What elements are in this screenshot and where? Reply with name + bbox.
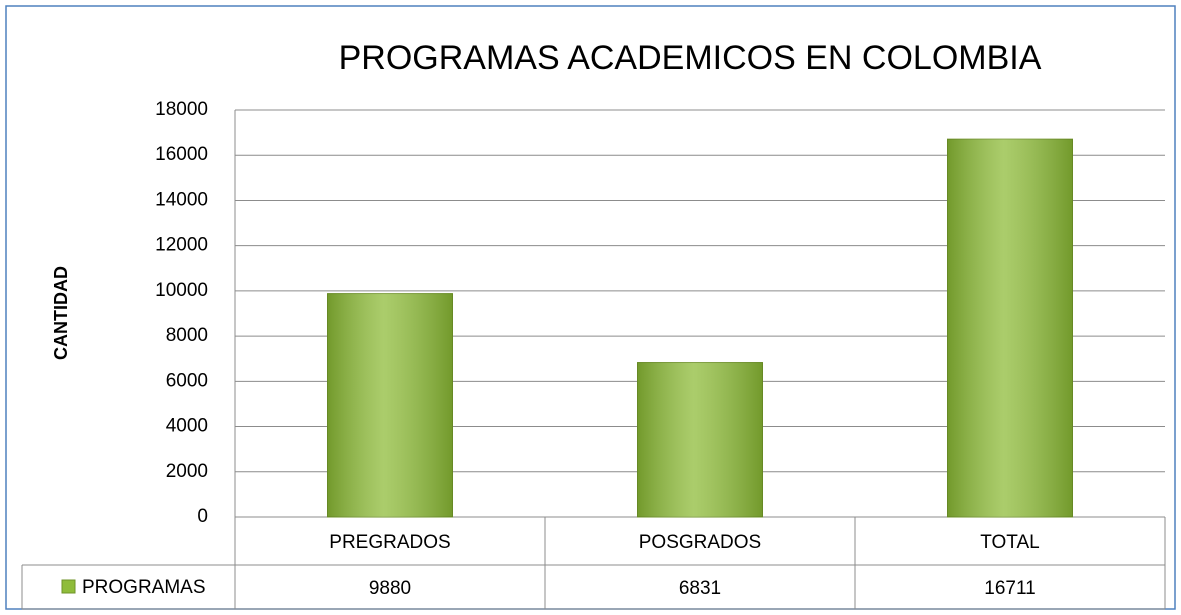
table-value: 6831	[679, 578, 721, 599]
y-tick-label: 6000	[166, 370, 208, 391]
y-axis-title: CANTIDAD	[51, 266, 71, 360]
x-tick-label: PREGRADOS	[329, 532, 450, 553]
y-tick-label: 18000	[155, 99, 208, 120]
y-tick-label: 12000	[155, 235, 208, 256]
x-tick-label: TOTAL	[980, 532, 1039, 553]
bar-shine	[947, 139, 1073, 517]
table-value: 9880	[369, 578, 411, 599]
y-tick-label: 2000	[166, 461, 208, 482]
y-tick-label: 8000	[166, 325, 208, 346]
bar-shine	[327, 293, 453, 517]
chart-title: PROGRAMAS ACADEMICOS EN COLOMBIA	[339, 39, 1042, 77]
bar-shine	[637, 362, 763, 517]
table-value: 16711	[984, 578, 1035, 599]
legend-label: PROGRAMAS	[82, 577, 206, 598]
y-tick-label: 14000	[155, 189, 208, 210]
y-tick-label: 4000	[166, 416, 208, 437]
legend-key	[61, 579, 76, 594]
y-tick-label: 16000	[155, 144, 208, 165]
y-tick-label: 10000	[155, 280, 208, 301]
x-tick-label: POSGRADOS	[639, 532, 761, 553]
y-tick-label: 0	[197, 506, 208, 527]
